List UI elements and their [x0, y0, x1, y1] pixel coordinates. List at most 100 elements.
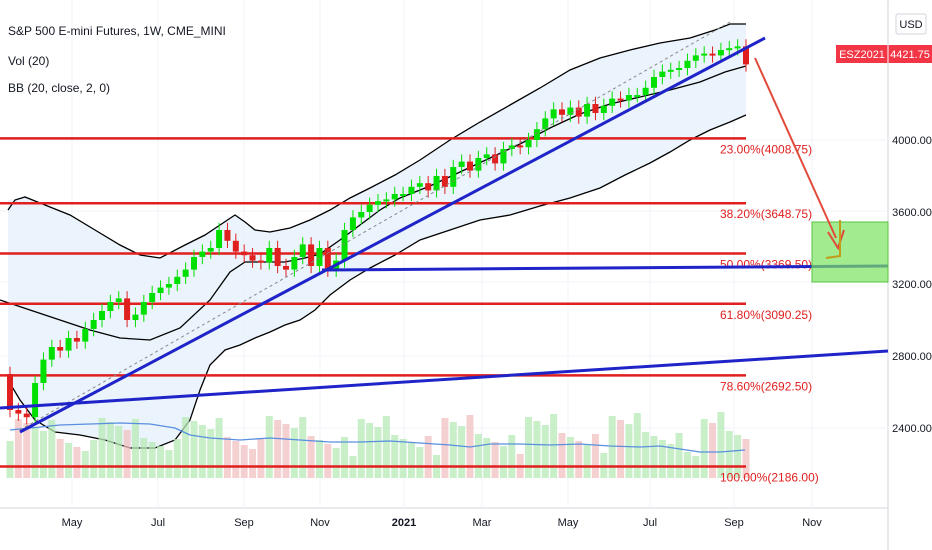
candle-body[interactable]	[257, 260, 264, 263]
candle-body[interactable]	[634, 95, 641, 97]
currency-button[interactable]	[895, 13, 927, 35]
candle-body[interactable]	[366, 204, 373, 212]
candle-body[interactable]	[492, 154, 499, 164]
candle-body[interactable]	[425, 183, 432, 191]
candle-body[interactable]	[224, 230, 231, 241]
candle-body[interactable]	[299, 244, 306, 257]
candle-body[interactable]	[358, 212, 365, 218]
candle-body[interactable]	[717, 50, 724, 56]
candle-body[interactable]	[550, 109, 557, 119]
candle-body[interactable]	[416, 183, 423, 187]
candle-body[interactable]	[467, 161, 473, 171]
candle-body[interactable]	[709, 53, 716, 56]
candle-body[interactable]	[676, 68, 683, 70]
candle-body[interactable]	[140, 302, 147, 315]
candle-body[interactable]	[441, 176, 448, 187]
candle-body[interactable]	[82, 329, 89, 342]
candle-body[interactable]	[23, 413, 30, 418]
candle-body[interactable]	[617, 98, 624, 101]
candle-body[interactable]	[149, 293, 156, 302]
candle-body[interactable]	[274, 248, 281, 266]
time-axis[interactable]: May Jul Sep Nov 2021 Mar May Jul Sep Nov	[62, 517, 823, 529]
candle-body[interactable]	[559, 109, 565, 115]
candle-body[interactable]	[199, 251, 206, 257]
candle-body[interactable]	[115, 298, 122, 302]
candle-body[interactable]	[107, 302, 114, 311]
candle-body[interactable]	[667, 69, 674, 72]
candle-body[interactable]	[642, 87, 649, 95]
candle-body[interactable]	[567, 107, 574, 115]
indicator-bb-label[interactable]: BB (20, close, 2, 0)	[8, 81, 110, 95]
candle-body[interactable]	[182, 269, 189, 277]
target-zone-box[interactable]	[811, 221, 889, 283]
candle-body[interactable]	[508, 145, 515, 149]
candle-body[interactable]	[283, 266, 289, 270]
fibonacci-levels[interactable]: 23.00%(4008.75) 38.20%(3648.75) 50.00%(336…	[0, 137, 819, 485]
candle-body[interactable]	[266, 248, 273, 263]
candle-body[interactable]	[291, 257, 298, 270]
candle-body[interactable]	[124, 298, 131, 320]
candle-body[interactable]	[609, 98, 616, 106]
candle-body[interactable]	[308, 244, 315, 266]
candle-body[interactable]	[592, 104, 599, 113]
candle-body[interactable]	[584, 104, 591, 117]
candle-body[interactable]	[157, 287, 164, 293]
candle-body[interactable]	[232, 240, 239, 252]
candle-body[interactable]	[726, 48, 733, 51]
candle-body[interactable]	[73, 338, 80, 342]
candle-body[interactable]	[383, 199, 390, 202]
indicator-volume-label[interactable]: Vol (20)	[8, 54, 49, 68]
candle-body[interactable]	[525, 140, 532, 148]
candle-body[interactable]	[316, 248, 323, 266]
candle-body[interactable]	[132, 314, 139, 320]
candle-body[interactable]	[375, 201, 381, 205]
candle-body[interactable]	[57, 347, 64, 351]
candle-body[interactable]	[40, 359, 47, 383]
candle-body[interactable]	[483, 154, 490, 158]
candle-body[interactable]	[349, 217, 356, 230]
candle-body[interactable]	[433, 176, 440, 191]
candle-body[interactable]	[165, 284, 172, 288]
candle-body[interactable]	[249, 255, 256, 261]
support-line[interactable]	[321, 264, 889, 272]
candle-body[interactable]	[701, 53, 708, 56]
candle-body[interactable]	[207, 248, 214, 252]
candle-body[interactable]	[341, 230, 348, 261]
candle-body[interactable]	[324, 248, 331, 270]
price-axis[interactable]: 4000.00 3600.00 3200.00 2800.00 2400.00	[892, 135, 932, 435]
candle-body[interactable]	[517, 145, 524, 148]
candle-body[interactable]	[734, 46, 741, 49]
candle-body[interactable]	[191, 257, 197, 270]
candle-body[interactable]	[500, 149, 507, 164]
candle-body[interactable]	[174, 276, 181, 284]
candle-body[interactable]	[32, 383, 39, 418]
candle-body[interactable]	[651, 77, 657, 88]
candle-body[interactable]	[743, 46, 749, 65]
candle-body[interactable]	[575, 107, 582, 117]
candle-body[interactable]	[408, 186, 415, 194]
candle-body[interactable]	[241, 251, 248, 256]
candle-body[interactable]	[391, 194, 398, 200]
candle-body[interactable]	[65, 338, 72, 351]
long-trend-line[interactable]	[0, 349, 889, 410]
candle-body[interactable]	[216, 230, 223, 248]
candle-body[interactable]	[15, 410, 22, 414]
candle-body[interactable]	[99, 311, 105, 320]
candle-body[interactable]	[7, 374, 13, 410]
candle-body[interactable]	[659, 71, 666, 77]
candle-body[interactable]	[450, 167, 457, 187]
candle-body[interactable]	[90, 320, 97, 329]
candle-body[interactable]	[475, 158, 482, 171]
candle-body[interactable]	[684, 60, 691, 68]
candle-body[interactable]	[542, 118, 549, 130]
candle-body[interactable]	[533, 129, 540, 140]
candle-body[interactable]	[600, 105, 607, 113]
candle-body[interactable]	[48, 347, 55, 360]
candle-body[interactable]	[400, 194, 407, 196]
candle-body[interactable]	[458, 161, 465, 167]
candle-body[interactable]	[625, 95, 632, 101]
projection-arrow[interactable]	[754, 57, 837, 239]
uptrend-line[interactable]	[19, 36, 766, 434]
candle-body[interactable]	[692, 55, 699, 61]
